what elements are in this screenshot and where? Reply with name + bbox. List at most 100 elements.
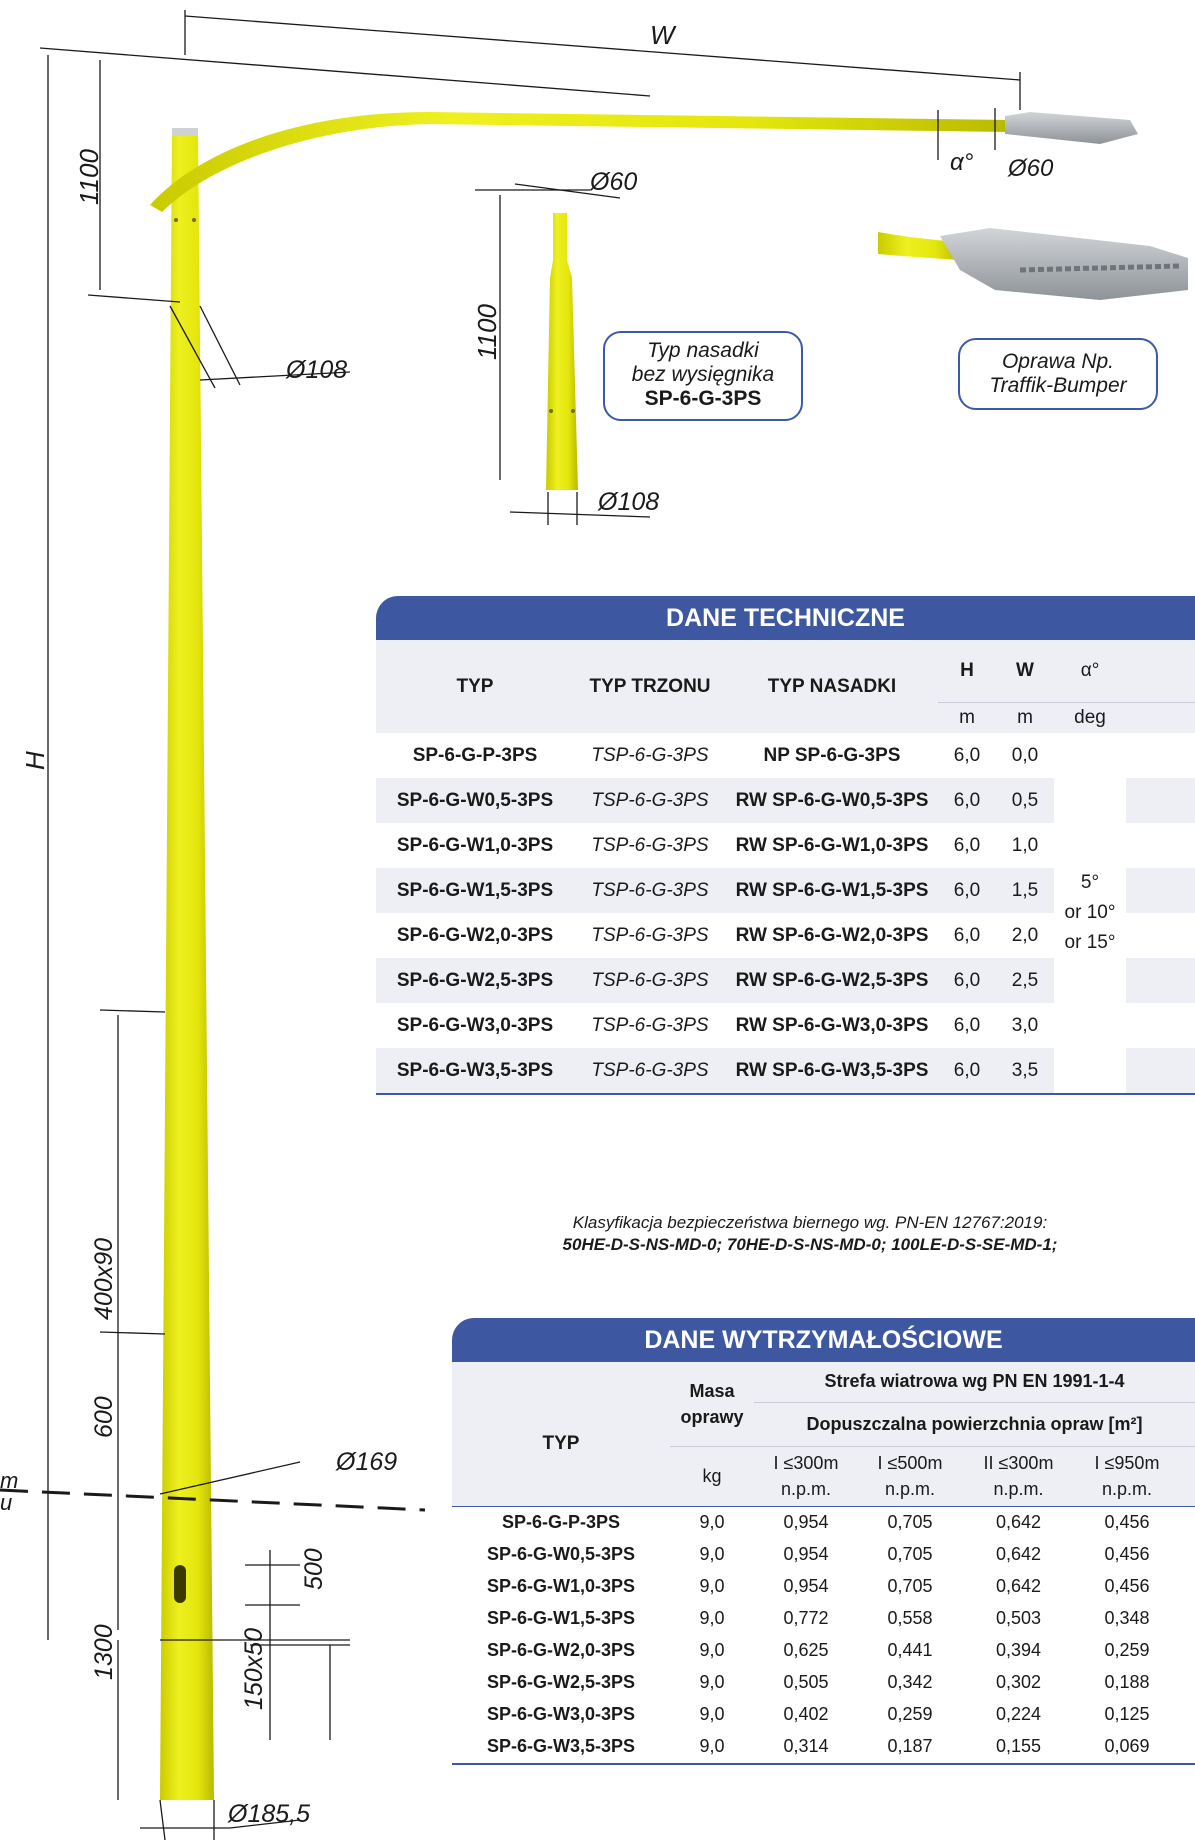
strength-cell-z2: 0,558 (887, 1608, 933, 1628)
rivet (571, 409, 575, 413)
tech-header-alpha: α° (1054, 640, 1126, 703)
dim-arm-1100: 1100 (74, 149, 104, 205)
alpha-value: 5° (1080, 872, 1100, 893)
tech-cell-nasadka: RW SP-6-G-W3,5-3PS (726, 1048, 938, 1094)
strength-cell-z3: 0,503 (995, 1608, 1042, 1628)
tech-cell-h: 6,0 (938, 958, 996, 1003)
tech-cell-extra (1126, 733, 1195, 778)
strength-header-zone3: II ≤300m n.p.m. (962, 1445, 1075, 1506)
strength-cell-z1: 0,954 (783, 1576, 829, 1596)
tech-cell-alpha: 5° or 10° or 15° (1054, 733, 1126, 1094)
strength-cell-typ: SP-6-G-W1,5-3PS (486, 1608, 636, 1628)
dim-1300: 1300 (90, 1624, 118, 1680)
tech-cell-trzon: TSP-6-G-3PS (574, 1003, 726, 1048)
strength-cell-z4: 0,259 (1104, 1640, 1150, 1660)
luminaire-arm-detail (878, 232, 960, 260)
tech-cell-h: 6,0 (938, 823, 996, 868)
tech-cell-nasadka: RW SP-6-G-W0,5-3PS (726, 778, 938, 823)
strength-header-strefa: Strefa wiatrowa wg PN EN 1991-1-4 (754, 1362, 1195, 1402)
strength-cell-z4: 0,348 (1104, 1608, 1150, 1628)
strength-cell-z1: 0,772 (783, 1608, 829, 1628)
tech-cell-typ: SP-6-G-P-3PS (376, 733, 574, 778)
zone1-line1: I ≤300m (773, 1453, 839, 1473)
strength-cell-z2: 0,705 (887, 1576, 933, 1596)
strength-cell-masa: 9,0 (699, 1704, 725, 1724)
strength-cell-extra (1179, 1635, 1195, 1667)
strength-cell-typ: SP-6-G-W1,0-3PS (486, 1576, 636, 1596)
strength-cell-extra (1179, 1699, 1195, 1731)
tech-cell-w: 0,5 (996, 778, 1054, 823)
table-row: SP-6-G-W3,0-3PS TSP-6-G-3PS RW SP-6-G-W3… (376, 1003, 1195, 1048)
tech-cell-extra (1126, 1048, 1195, 1094)
table-row: SP-6-G-P-3PS TSP-6-G-3PS NP SP-6-G-3PS 6… (376, 733, 1195, 1094)
zone2-line1: I ≤500m (877, 1453, 943, 1473)
rivet (174, 218, 178, 222)
luminaire-callout: Oprawa Np. Traffik-Bumper (958, 338, 1158, 410)
tech-cell-trzon: TSP-6-G-3PS (574, 868, 726, 913)
tech-cell-trzon: TSP-6-G-3PS (574, 958, 726, 1003)
note-line2: 50HE-D-S-NS-MD-0; 70HE-D-S-NS-MD-0; 100L… (562, 1235, 1058, 1254)
pole-cap (172, 128, 198, 136)
strength-cell-typ: SP-6-G-W0,5-3PS (486, 1544, 636, 1564)
strength-header-kg: kg (670, 1445, 754, 1506)
zone2-line2: n.p.m. (884, 1479, 936, 1499)
masa-line2: oprawy (680, 1406, 744, 1427)
zone3-line2: n.p.m. (993, 1479, 1044, 1499)
tech-cell-w: 3,5 (996, 1048, 1054, 1094)
table-row: SP-6-G-W2,5-3PS 9,0 0,505 0,342 0,302 0,… (452, 1667, 1195, 1699)
tech-cell-w: 3,0 (996, 1003, 1054, 1048)
strength-cell-masa: 9,0 (699, 1640, 725, 1660)
dim-500: 500 (300, 1548, 328, 1590)
strength-cell-masa: 9,0 (699, 1608, 725, 1628)
tech-cell-nasadka: RW SP-6-G-W1,5-3PS (726, 868, 938, 913)
tech-cell-trzon: TSP-6-G-3PS (574, 733, 726, 778)
luminaire-callout-line1: Oprawa Np. (1001, 350, 1115, 373)
tech-cell-trzon: TSP-6-G-3PS (574, 778, 726, 823)
tech-header-h: H (938, 640, 996, 703)
dim-600: 600 (90, 1396, 118, 1438)
adapter-callout-line1: Typ nasadki (647, 339, 759, 362)
tech-cell-extra (1126, 1003, 1195, 1048)
strength-cell-z1: 0,505 (783, 1672, 829, 1692)
rivet (192, 218, 196, 222)
adapter-callout-line2: bez wysięgnika (631, 363, 775, 386)
tech-cell-nasadka: NP SP-6-G-3PS (726, 733, 938, 778)
strength-cell-extra (1179, 1506, 1195, 1539)
dim-d60-top: Ø60 (1007, 155, 1054, 182)
table-row: SP-6-G-W2,5-3PS TSP-6-G-3PS RW SP-6-G-W2… (376, 958, 1195, 1003)
table-row: SP-6-G-W1,0-3PS 9,0 0,954 0,705 0,642 0,… (452, 1571, 1195, 1603)
note-line1: Klasyfikacja bezpieczeństwa biernego wg.… (572, 1213, 1048, 1232)
tech-table: TYP TYP TRZONU TYP NASADKI H W α° m m de… (376, 640, 1195, 1095)
strength-cell-typ: SP-6-G-W3,0-3PS (486, 1704, 636, 1724)
tech-table-title: DANE TECHNICZNE (376, 596, 1195, 640)
dim-d60-adapter: Ø60 (589, 168, 637, 196)
strength-cell-z4: 0,456 (1104, 1512, 1150, 1532)
strength-cell-z2: 0,187 (887, 1736, 933, 1756)
tech-header-typ: TYP (376, 640, 574, 733)
strength-cell-typ: SP-6-G-W2,5-3PS (486, 1672, 636, 1692)
table-row: SP-6-G-W3,5-3PS 9,0 0,314 0,187 0,155 0,… (452, 1731, 1195, 1764)
alpha-value: or 15° (1064, 932, 1116, 953)
luminaire-detail (940, 228, 1188, 300)
strength-header-typ: TYP (452, 1362, 670, 1506)
tech-cell-w: 0,0 (996, 733, 1054, 778)
strength-cell-extra (1179, 1603, 1195, 1635)
dim-alpha: α° (950, 149, 974, 176)
tech-cell-typ: SP-6-G-W1,5-3PS (376, 868, 574, 913)
adapter-callout-line3: SP-6-G-3PS (644, 387, 762, 410)
rivet (549, 409, 553, 413)
strength-cell-z4: 0,125 (1104, 1704, 1150, 1724)
tech-header-nasadka: TYP NASADKI (726, 640, 938, 733)
strength-cell-z1: 0,314 (783, 1736, 829, 1756)
tech-cell-extra (1126, 778, 1195, 823)
masa-line1: Masa (689, 1380, 735, 1401)
dim-150x50: 150x50 (240, 1628, 268, 1710)
strength-cell-z3: 0,155 (995, 1736, 1042, 1756)
safety-classification-note: Klasyfikacja bezpieczeństwa biernego wg.… (430, 1212, 1190, 1256)
ground-label-2: u (0, 1490, 12, 1515)
strength-cell-extra (1179, 1731, 1195, 1764)
strength-cell-z3: 0,302 (995, 1672, 1042, 1692)
tech-cell-nasadka: RW SP-6-G-W3,0-3PS (726, 1003, 938, 1048)
tech-cell-extra (1126, 868, 1195, 913)
